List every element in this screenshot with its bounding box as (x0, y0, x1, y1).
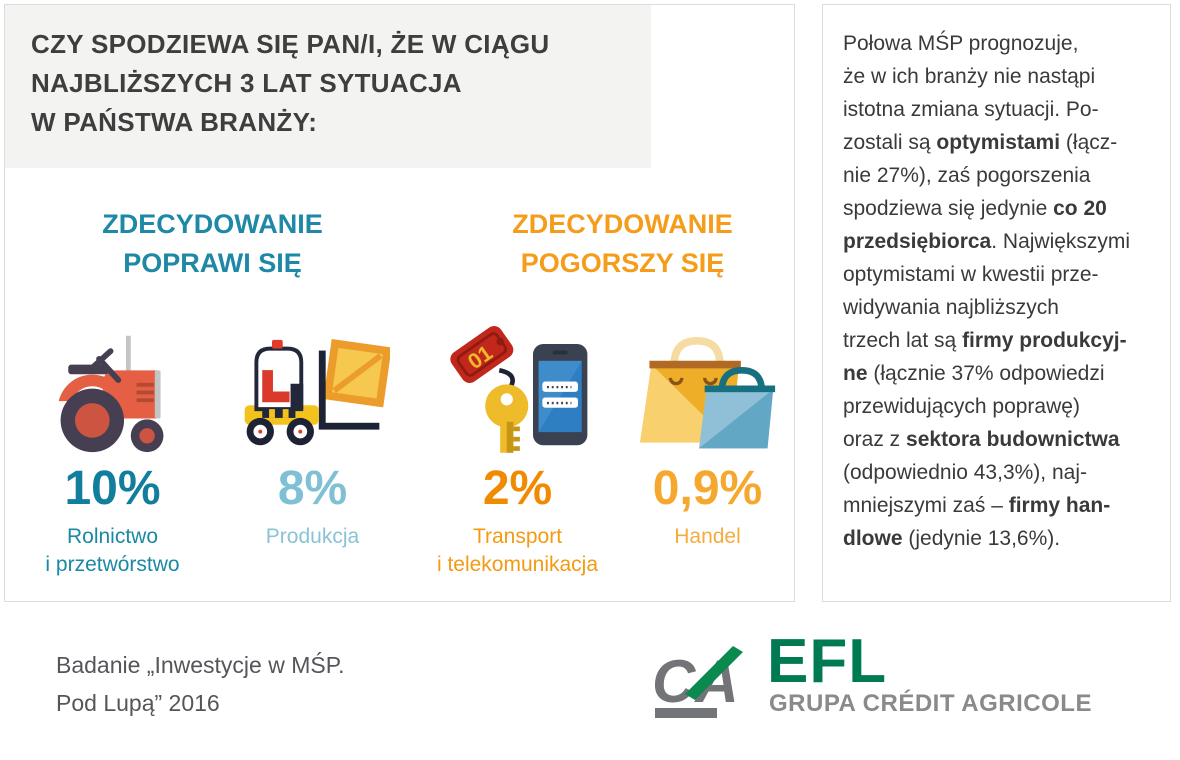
sector-value: 8% (277, 462, 348, 515)
credit-agricole-mark-icon: CA (655, 646, 743, 718)
sector-label: Transport i telekomunikacja (420, 523, 615, 579)
sector-label: Handel (620, 523, 795, 551)
analysis-text: Połowa MŚP prognozuje, że w ich branży ni… (843, 32, 1131, 550)
group-header-worsen: ZDECYDOWANIE POGORSZY SIĘ (435, 205, 810, 283)
shopping-bags-icon (620, 305, 795, 455)
group-header-line: ZDECYDOWANIE (102, 209, 323, 239)
tractor-icon (15, 305, 210, 455)
question-line: NAJBLIŻSZYCH 3 LAT SYTUACJA (31, 68, 462, 98)
sector-label-line: i telekomunikacja (436, 552, 599, 576)
group-header-line: ZDECYDOWANIE (512, 209, 733, 239)
sector-value: 2% (482, 462, 553, 515)
efl-logo: CA EFL GRUPA CRÉDIT AGRICOLE (655, 627, 1125, 738)
sector-trade: 0,9% Handel (620, 305, 795, 551)
key-phone-icon: 01 (420, 305, 615, 455)
efl-wordmark: EFL (767, 627, 888, 696)
sector-label-line: Rolnictwo (66, 524, 159, 548)
group-header-line: POPRAWI SIĘ (123, 248, 302, 278)
survey-panel: CZY SPODZIEWA SIĘ PAN/I, ŻE W CIĄGU NAJB… (4, 4, 795, 602)
sector-label: Rolnictwo i przetwórstwo (15, 523, 210, 579)
question-title: CZY SPODZIEWA SIĘ PAN/I, ŻE W CIĄGU NAJB… (31, 25, 550, 142)
forklift-icon (220, 305, 405, 455)
study-source-line: Pod Lupą” 2016 (56, 690, 220, 716)
question-box: CZY SPODZIEWA SIĘ PAN/I, ŻE W CIĄGU NAJB… (5, 5, 651, 168)
sector-value: 10% (64, 462, 161, 515)
sector-label-line: Handel (674, 524, 741, 548)
study-source: Badanie „Inwestycje w MŚP. Pod Lupą” 201… (56, 646, 345, 722)
question-line: CZY SPODZIEWA SIĘ PAN/I, ŻE W CIĄGU (31, 29, 550, 59)
sector-label-line: Produkcja (265, 524, 360, 548)
group-header-improve: ZDECYDOWANIE POPRAWI SIĘ (25, 205, 400, 283)
sector-label-line: Transport (472, 524, 563, 548)
sector-value: 0,9% (652, 462, 763, 515)
sector-label: Produkcja (220, 523, 405, 551)
sector-transport-telecom: 01 (420, 305, 615, 579)
analysis-panel: Połowa MŚP prognozuje, że w ich branży ni… (822, 4, 1171, 602)
sector-label-line: i przetwórstwo (45, 552, 180, 576)
sector-agriculture: 10% Rolnictwo i przetwórstwo (15, 305, 210, 579)
group-header-line: POGORSZY SIĘ (520, 248, 725, 278)
question-line: W PAŃSTWA BRANŻY: (31, 107, 318, 137)
study-source-line: Badanie „Inwestycje w MŚP. (56, 652, 345, 678)
sector-production: 8% Produkcja (220, 305, 405, 551)
logo-subtitle: GRUPA CRÉDIT AGRICOLE (769, 690, 1092, 717)
